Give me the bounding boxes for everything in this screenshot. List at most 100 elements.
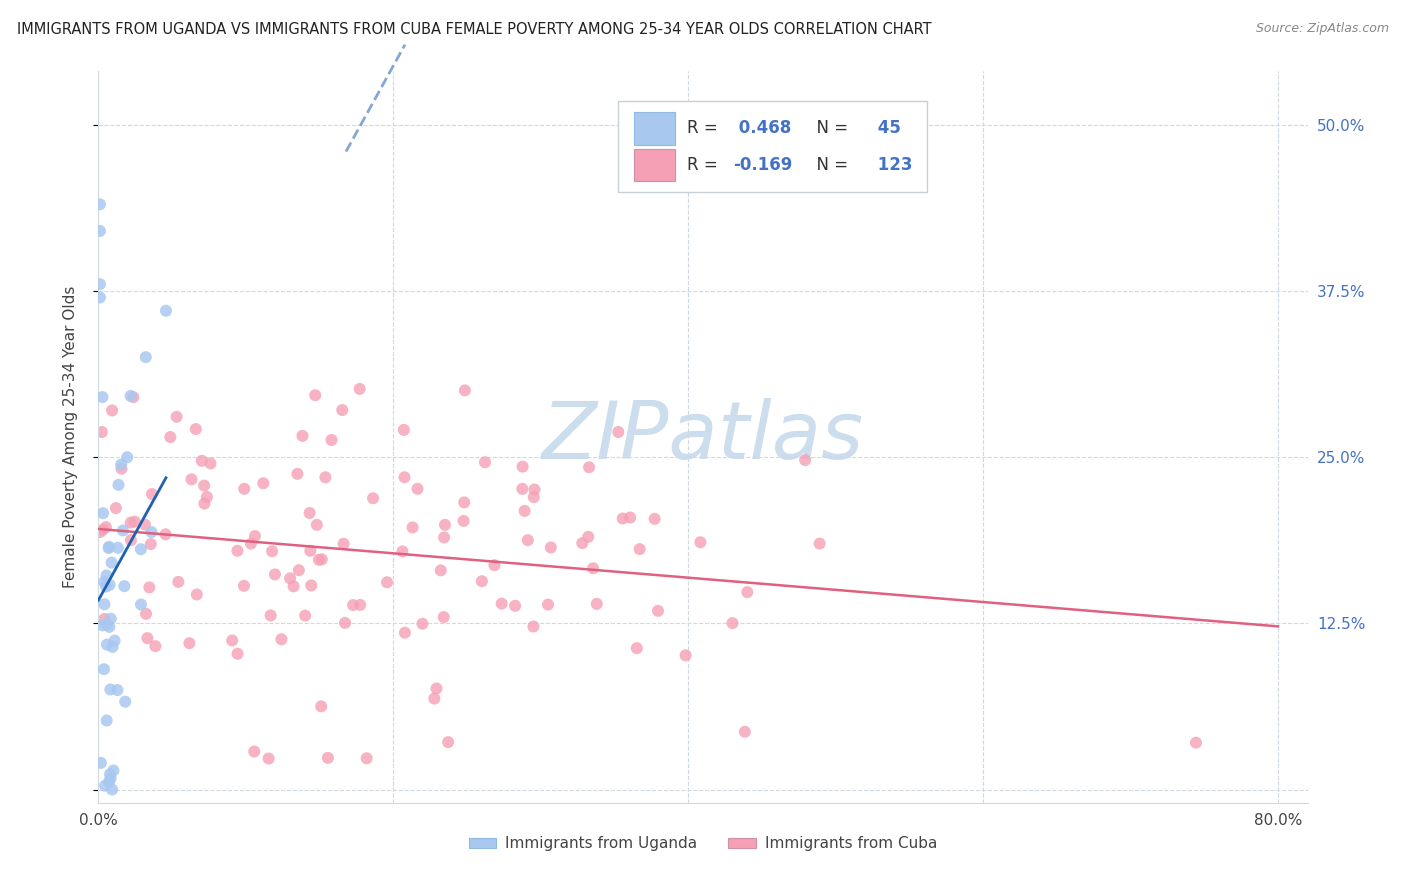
Point xyxy=(120,533,142,548)
Point xyxy=(107,478,129,492)
Point xyxy=(97,541,120,555)
Point xyxy=(115,450,138,465)
Point xyxy=(129,598,152,612)
Y-axis label: Female Poverty Among 25-34 Year Olds: Female Poverty Among 25-34 Year Olds xyxy=(63,286,77,588)
Point xyxy=(305,517,328,532)
Point xyxy=(91,523,114,537)
Point xyxy=(689,535,711,549)
Point xyxy=(94,520,117,534)
Point xyxy=(288,563,311,577)
Point xyxy=(93,575,115,590)
Point xyxy=(314,470,336,484)
Point xyxy=(523,490,546,504)
Point xyxy=(167,574,190,589)
Point xyxy=(166,409,188,424)
Point xyxy=(453,495,475,509)
Point xyxy=(184,422,207,436)
Point xyxy=(321,433,343,447)
Point xyxy=(644,512,666,526)
Point xyxy=(794,453,817,467)
Point xyxy=(537,598,560,612)
Point xyxy=(394,470,416,484)
Point xyxy=(101,640,124,654)
Point xyxy=(114,695,136,709)
Point xyxy=(512,459,534,474)
Point xyxy=(98,682,121,697)
Point xyxy=(139,537,162,551)
Point xyxy=(406,482,429,496)
FancyBboxPatch shape xyxy=(619,101,927,192)
Text: ZIPatlas: ZIPatlas xyxy=(541,398,865,476)
Point xyxy=(264,567,287,582)
Text: 123: 123 xyxy=(872,156,912,174)
Point xyxy=(626,641,648,656)
Point xyxy=(159,430,181,444)
Point xyxy=(540,541,562,555)
Point xyxy=(89,525,111,540)
Point xyxy=(1185,736,1208,750)
Point xyxy=(138,581,160,595)
Point xyxy=(607,425,630,439)
Text: N =: N = xyxy=(806,156,853,174)
Point xyxy=(226,647,249,661)
Point xyxy=(195,490,218,504)
Point xyxy=(375,575,398,590)
Point xyxy=(391,544,413,558)
Point xyxy=(91,390,114,404)
Point xyxy=(112,579,135,593)
Point xyxy=(582,561,605,575)
Point xyxy=(333,615,356,630)
Point xyxy=(721,616,744,631)
Point xyxy=(433,517,456,532)
Point xyxy=(287,467,309,481)
Point xyxy=(105,683,128,698)
Point xyxy=(100,612,122,626)
Point xyxy=(585,597,607,611)
Point xyxy=(134,517,156,532)
Point xyxy=(332,537,354,551)
Point xyxy=(110,458,132,472)
Point xyxy=(136,631,159,645)
Point xyxy=(523,483,546,497)
Point xyxy=(93,612,115,626)
Point xyxy=(221,633,243,648)
Point xyxy=(141,487,163,501)
Point xyxy=(141,524,163,539)
Point xyxy=(120,516,142,530)
Point xyxy=(100,556,122,570)
Point xyxy=(124,515,146,529)
Text: R =: R = xyxy=(688,156,723,174)
Point xyxy=(104,501,127,516)
Point xyxy=(135,607,157,621)
Point xyxy=(96,568,118,582)
Point xyxy=(193,496,215,510)
Point xyxy=(429,563,451,577)
Point xyxy=(186,587,208,601)
Point xyxy=(283,579,305,593)
Point xyxy=(143,639,166,653)
Point xyxy=(278,571,301,585)
Text: 45: 45 xyxy=(872,120,901,137)
Point xyxy=(342,598,364,612)
Point xyxy=(433,531,456,545)
Point xyxy=(394,625,416,640)
Point xyxy=(96,638,118,652)
Point xyxy=(311,552,333,566)
Point xyxy=(512,482,534,496)
Point xyxy=(453,514,475,528)
Legend: Immigrants from Uganda, Immigrants from Cuba: Immigrants from Uganda, Immigrants from … xyxy=(463,830,943,857)
Point xyxy=(135,350,157,364)
Text: IMMIGRANTS FROM UGANDA VS IMMIGRANTS FROM CUBA FEMALE POVERTY AMONG 25-34 YEAR O: IMMIGRANTS FROM UGANDA VS IMMIGRANTS FRO… xyxy=(17,22,932,37)
Text: Source: ZipAtlas.com: Source: ZipAtlas.com xyxy=(1256,22,1389,36)
Text: N =: N = xyxy=(806,120,853,137)
Point xyxy=(628,542,651,557)
Point xyxy=(361,491,384,506)
Point xyxy=(298,506,321,520)
Point xyxy=(392,423,415,437)
Point xyxy=(578,460,600,475)
Point xyxy=(349,382,371,396)
Point xyxy=(243,529,266,543)
Point xyxy=(89,290,111,304)
Point xyxy=(737,585,759,599)
Point xyxy=(401,520,423,534)
